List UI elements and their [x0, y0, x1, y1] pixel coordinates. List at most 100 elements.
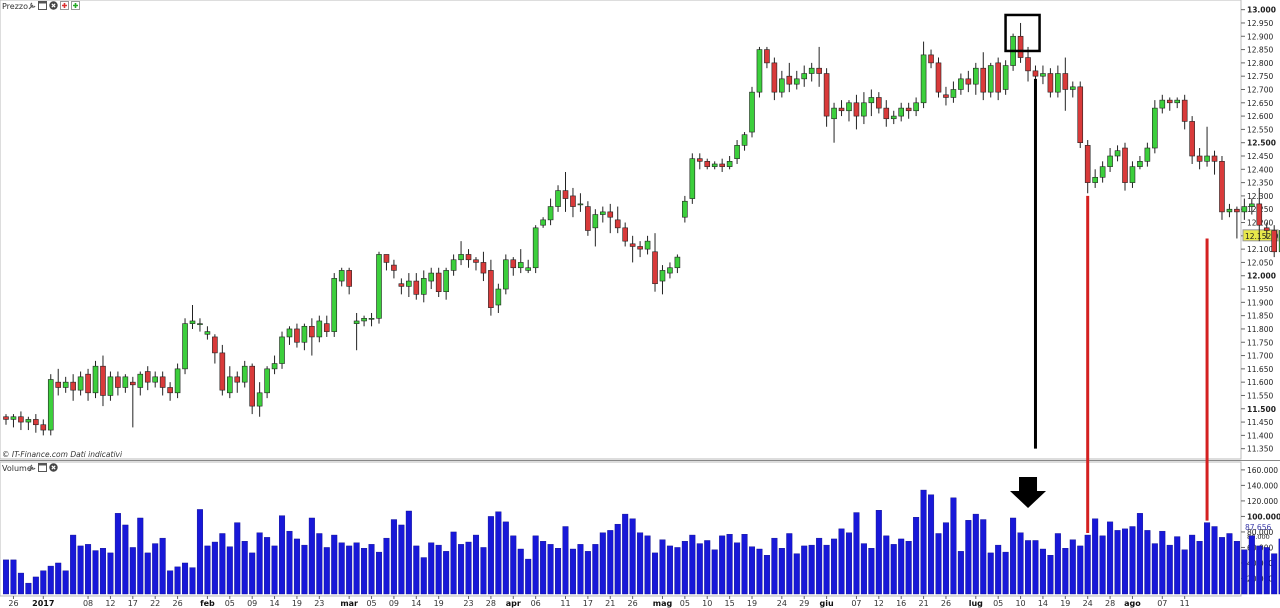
candle-body	[689, 158, 696, 199]
candle	[25, 416, 32, 431]
candle-body	[1174, 99, 1181, 104]
candle	[1137, 156, 1143, 170]
candle	[965, 70, 972, 93]
candle	[219, 344, 226, 396]
candle	[1219, 156, 1225, 220]
volume-bar	[144, 552, 151, 595]
volume-bar	[1233, 541, 1240, 595]
price-tick-label: 11.700	[1247, 352, 1273, 361]
price-tick-label: 12.450	[1247, 152, 1273, 161]
wrench-icon[interactable]	[28, 464, 36, 472]
candle	[495, 283, 502, 313]
candle-body	[1211, 155, 1218, 162]
candle	[585, 201, 591, 236]
window-icon[interactable]	[38, 463, 47, 472]
time-tick-label: apr	[506, 599, 521, 608]
candle	[1047, 68, 1054, 98]
window-icon[interactable]	[38, 1, 47, 10]
time-tick-label: 28	[486, 599, 496, 608]
time-tick-label: 16	[896, 599, 906, 608]
candle-body	[33, 419, 39, 426]
candle	[786, 62, 793, 93]
candle	[1166, 97, 1173, 111]
time-tick-label: 11	[1180, 599, 1190, 608]
volume-bar	[174, 566, 181, 595]
candle	[465, 249, 472, 268]
volume-bar	[756, 548, 763, 595]
candle	[353, 312, 360, 351]
candle	[18, 411, 24, 431]
volume-bar	[1196, 541, 1203, 595]
volume-bar	[92, 550, 99, 595]
volume-tick-label: 160.000	[1247, 466, 1278, 475]
candle-body	[234, 376, 241, 383]
candle-body	[525, 267, 532, 271]
volume-bar	[450, 531, 457, 595]
candle-body	[309, 325, 315, 338]
time-tick-label: 2017	[32, 599, 54, 608]
candle-body	[1144, 147, 1151, 162]
candle	[771, 57, 778, 101]
candle	[294, 323, 300, 348]
candle	[719, 158, 725, 172]
candle	[1159, 94, 1166, 114]
volume-bar	[331, 534, 338, 595]
add-green-icon[interactable]	[71, 1, 80, 10]
volume-bar	[540, 541, 547, 595]
volume-bar	[398, 524, 405, 595]
volume-bar	[629, 518, 636, 595]
candle-body	[801, 73, 808, 80]
add-red-icon[interactable]	[60, 1, 69, 10]
volume-bar	[241, 541, 248, 595]
candle-body	[338, 270, 345, 282]
volume-tick-label: 140.000	[1247, 481, 1278, 490]
candle	[256, 382, 263, 417]
candle-body	[159, 376, 166, 388]
candle-body	[756, 49, 763, 93]
volume-bar	[569, 548, 576, 595]
candle-body	[197, 323, 203, 325]
candle	[227, 366, 233, 399]
candle-body	[465, 254, 472, 261]
candle	[458, 241, 464, 266]
candle	[868, 89, 875, 117]
candle	[898, 102, 905, 122]
volume-bar	[1084, 534, 1091, 595]
candle	[264, 366, 270, 399]
candle-body	[771, 62, 778, 93]
candle	[555, 185, 561, 212]
candle	[3, 414, 9, 425]
volume-bar	[644, 535, 651, 595]
volume-bar	[1010, 517, 1017, 595]
volume-bar	[376, 551, 383, 595]
volume-bar	[1241, 549, 1248, 595]
volume-bar	[196, 509, 203, 595]
time-tick-label: 07	[1157, 599, 1167, 608]
close-icon[interactable]	[49, 1, 58, 10]
volume-bar	[226, 546, 233, 595]
candle-body	[972, 67, 979, 85]
candle-body	[823, 73, 830, 117]
volume-bar	[495, 511, 502, 595]
volume-bar	[114, 513, 121, 595]
time-tick-label: 12	[105, 599, 115, 608]
price-tick-label: 12.000	[1247, 272, 1276, 281]
down-arrow-icon	[1010, 477, 1047, 508]
close-icon[interactable]	[49, 463, 58, 472]
candle-body	[562, 190, 569, 199]
volume-bar	[622, 513, 629, 595]
wrench-icon[interactable]	[28, 2, 36, 10]
price-tick-label: 12.900	[1247, 32, 1273, 41]
candle-body	[861, 102, 867, 117]
candle-body	[107, 376, 114, 396]
candle	[1234, 206, 1240, 239]
candle	[189, 305, 196, 329]
time-tick-label: giu	[820, 599, 834, 608]
candle-body	[18, 416, 24, 423]
volume-bar	[905, 541, 912, 595]
price-panel	[0, 0, 1242, 460]
candle-body	[808, 67, 815, 74]
candle-body	[279, 336, 285, 364]
time-tick-label: 29	[799, 599, 809, 608]
